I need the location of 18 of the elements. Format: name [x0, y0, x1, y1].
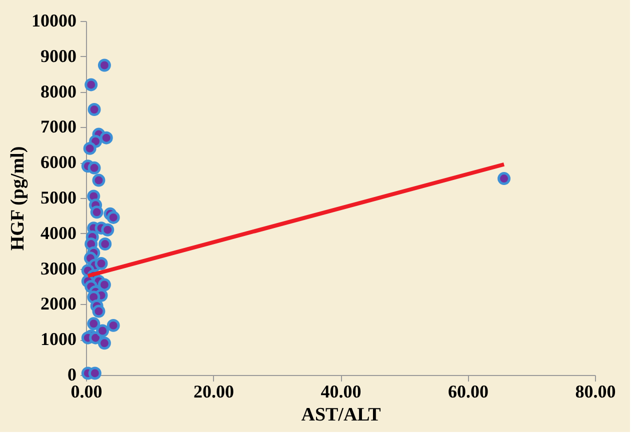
y-tick-label: 5000 [40, 188, 76, 208]
x-tick-label: 40.00 [320, 382, 362, 402]
x-tick-label: 0.00 [70, 382, 102, 402]
x-tick-label: 20.00 [194, 382, 234, 402]
x-tick-label: 60.00 [448, 382, 488, 402]
x-tick-label: 80.00 [575, 382, 616, 402]
y-tick-label: 9000 [40, 46, 76, 66]
y-tick-label: 7000 [40, 116, 76, 137]
y-tick-label: 1000 [40, 329, 76, 350]
y-tick-label: 10000 [32, 10, 76, 30]
y-tick-label: 4000 [40, 222, 76, 243]
y-tick-label: 2000 [40, 294, 76, 314]
y-tick-label: 6000 [40, 152, 76, 172]
y-axis-title: HGF (pg/ml) [8, 146, 28, 251]
y-tick-label: 0 [68, 364, 76, 384]
y-tick-label: 8000 [40, 81, 76, 102]
x-axis-title: AST/ALT [301, 404, 382, 426]
y-tick-label: 3000 [40, 258, 76, 278]
